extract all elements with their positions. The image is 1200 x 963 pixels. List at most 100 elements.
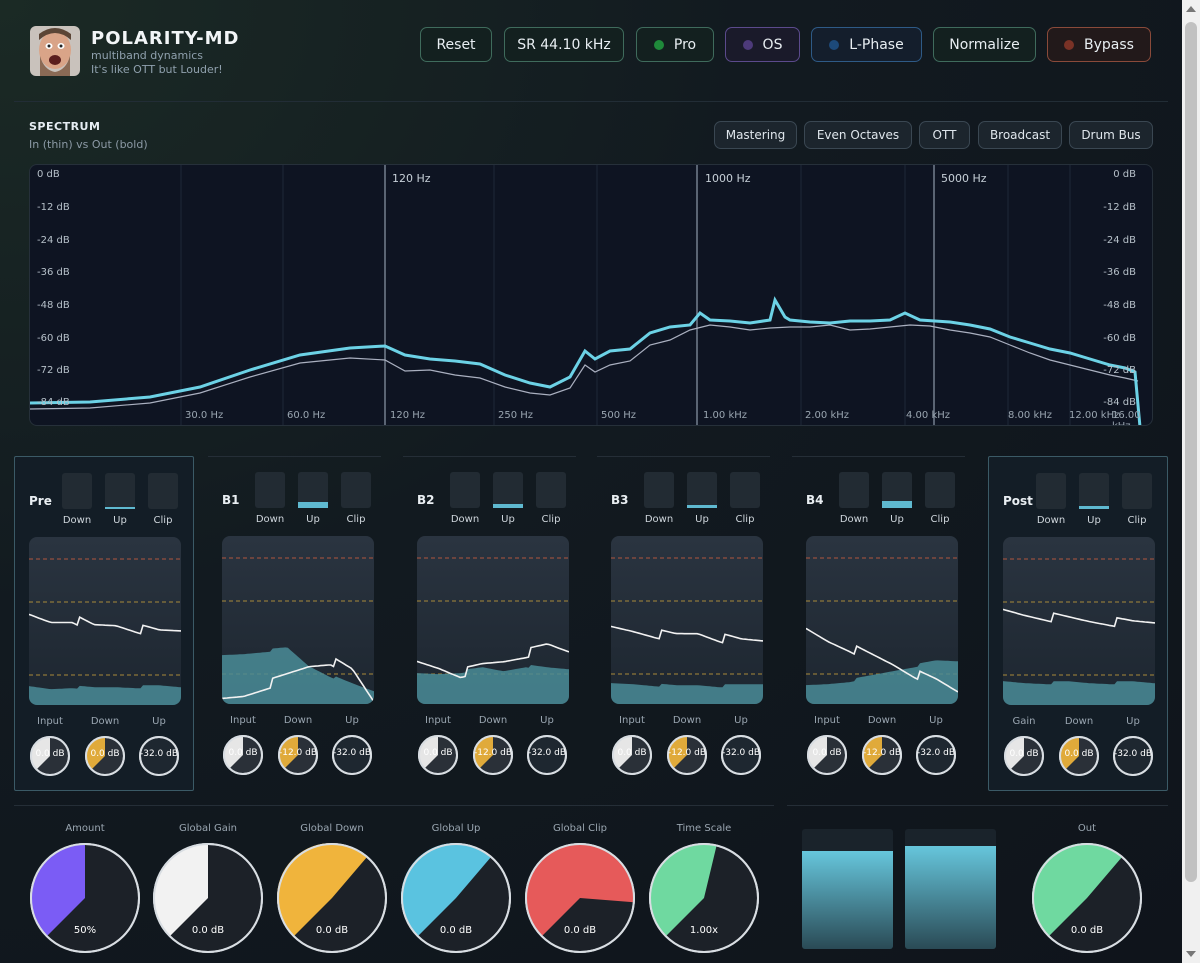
vertical-scrollbar[interactable]: [1182, 0, 1200, 963]
preset-label: Broadcast: [989, 128, 1051, 142]
meter-fill: [493, 504, 523, 508]
input-knob[interactable]: 0.0 dB: [611, 734, 653, 776]
scroll-up-icon[interactable]: [1186, 6, 1196, 12]
preset-mastering[interactable]: Mastering: [714, 121, 797, 149]
hz-label: 2.00 kHz: [805, 410, 850, 421]
oversampling-toggle[interactable]: OS: [725, 27, 800, 62]
knob-value: 0.0 dB: [439, 925, 473, 936]
preset-broadcast[interactable]: Broadcast: [978, 121, 1062, 149]
down-knob[interactable]: -12.0 dB: [666, 734, 708, 776]
knob-label: Input: [425, 715, 451, 726]
up-knob[interactable]: -32.0 dB: [1112, 735, 1154, 777]
linear-phase-toggle[interactable]: L-Phase: [811, 27, 922, 62]
knob-value: 0.0 dB: [1064, 749, 1094, 759]
meter-label: Up: [1087, 515, 1101, 526]
reset-button-label: Reset: [436, 36, 476, 53]
meter-label: Clip: [930, 514, 950, 525]
amount-knob[interactable]: 50%: [29, 842, 141, 954]
down-meter: [450, 472, 480, 508]
band-name: B1: [222, 493, 240, 507]
scrollbar-thumb[interactable]: [1185, 22, 1197, 882]
band-divider: [208, 456, 381, 457]
input-knob[interactable]: 0.0 dB: [222, 734, 264, 776]
scroll-down-icon[interactable]: [1186, 951, 1196, 957]
down-knob[interactable]: 0.0 dB: [1058, 735, 1100, 777]
band-scope: [1003, 537, 1155, 705]
down-knob[interactable]: -12.0 dB: [472, 734, 514, 776]
hz-label: 30.0 Hz: [185, 410, 224, 421]
global-up-knob[interactable]: 0.0 dB: [400, 842, 512, 954]
band-name: B3: [611, 493, 629, 507]
up-knob[interactable]: -32.0 dB: [138, 735, 180, 777]
up-knob[interactable]: -32.0 dB: [526, 734, 568, 776]
meter-fill: [1079, 506, 1109, 509]
meter-label: Clip: [346, 514, 366, 525]
hz-label: 16.00 kHz: [1112, 410, 1141, 425]
normalize-button[interactable]: Normalize: [933, 27, 1036, 62]
sample-rate-button[interactable]: SR 44.10 kHz: [504, 27, 624, 62]
db-label-left: -60 dB: [37, 333, 70, 344]
knob-value: 0.0 dB: [563, 925, 597, 936]
band-divider: [403, 456, 576, 457]
knob-value: -12.0 dB: [473, 748, 513, 758]
knob-value: -12.0 dB: [862, 748, 902, 758]
time-scale-knob[interactable]: 1.00x: [648, 842, 760, 954]
down-knob[interactable]: 0.0 dB: [84, 735, 126, 777]
oversampling-toggle-label: OS: [762, 36, 783, 53]
output-level-meter-left: [802, 829, 893, 949]
input-knob[interactable]: 0.0 dB: [417, 734, 459, 776]
db-label-left: -36 dB: [37, 267, 70, 278]
down-meter: [255, 472, 285, 508]
knob-label: Input: [814, 715, 840, 726]
knob-value: 50%: [73, 925, 97, 936]
global-clip-knob[interactable]: 0.0 dB: [524, 842, 636, 954]
os-led-icon: [742, 39, 753, 50]
header-divider: [14, 101, 1168, 102]
preset-ott[interactable]: OTT: [919, 121, 970, 149]
db-label-right: -12 dB: [1103, 202, 1136, 213]
reset-button[interactable]: Reset: [420, 27, 492, 62]
hz-label: 1.00 kHz: [703, 410, 748, 421]
down-knob[interactable]: -12.0 dB: [277, 734, 319, 776]
db-label-right: -36 dB: [1103, 267, 1136, 278]
gain-knob[interactable]: 0.0 dB: [1003, 735, 1045, 777]
up-knob[interactable]: -32.0 dB: [720, 734, 762, 776]
spectrum-title: SPECTRUM: [29, 120, 101, 133]
global-knob-label: Amount: [65, 823, 105, 834]
global-gain-knob[interactable]: 0.0 dB: [152, 842, 264, 954]
app-tagline: It's like OTT but Louder!: [91, 63, 223, 76]
output-spectrum-line: [30, 296, 1142, 425]
meter-fill: [687, 505, 717, 508]
meter-fill: [802, 850, 893, 949]
band-scope: [29, 537, 181, 705]
preset-even-octaves[interactable]: Even Octaves: [804, 121, 912, 149]
bypass-toggle[interactable]: Bypass: [1047, 27, 1151, 62]
knob-label: Down: [283, 715, 313, 726]
down-knob[interactable]: -12.0 dB: [861, 734, 903, 776]
preset-drum-bus[interactable]: Drum Bus: [1069, 121, 1153, 149]
up-knob[interactable]: -32.0 dB: [331, 734, 373, 776]
preset-label: OTT: [932, 128, 957, 142]
global-knob-label: Global Gain: [178, 823, 238, 834]
input-knob[interactable]: 0.0 dB: [806, 734, 848, 776]
meter-label: Up: [890, 514, 904, 525]
knob-label: Input: [37, 716, 63, 727]
pro-toggle[interactable]: Pro: [636, 27, 714, 62]
db-label-left: -84 dB: [37, 397, 70, 408]
global-down-knob[interactable]: 0.0 dB: [276, 842, 388, 954]
knob-value: 0.0 dB: [315, 925, 349, 936]
band-panel-b3: B3 Down Up Clip Input 0.0 dB Down -12.0 dB …: [597, 456, 777, 791]
output-knob[interactable]: 0.0 dB: [1031, 842, 1143, 954]
knob-value: 0.0 dB: [35, 749, 65, 759]
input-knob[interactable]: 0.0 dB: [29, 735, 71, 777]
knob-value: 0.0 dB: [617, 748, 647, 758]
knob-value: -32.0 dB: [721, 748, 761, 758]
preset-label: Drum Bus: [1081, 128, 1141, 142]
band-name: Post: [1003, 494, 1033, 508]
band-name: B4: [806, 493, 824, 507]
bottom-divider: [14, 805, 774, 806]
clip-meter: [1122, 473, 1152, 509]
global-knob-label: Time Scale: [676, 823, 732, 834]
up-knob[interactable]: -32.0 dB: [915, 734, 957, 776]
spectrum-subtitle: In (thin) vs Out (bold): [29, 138, 148, 151]
